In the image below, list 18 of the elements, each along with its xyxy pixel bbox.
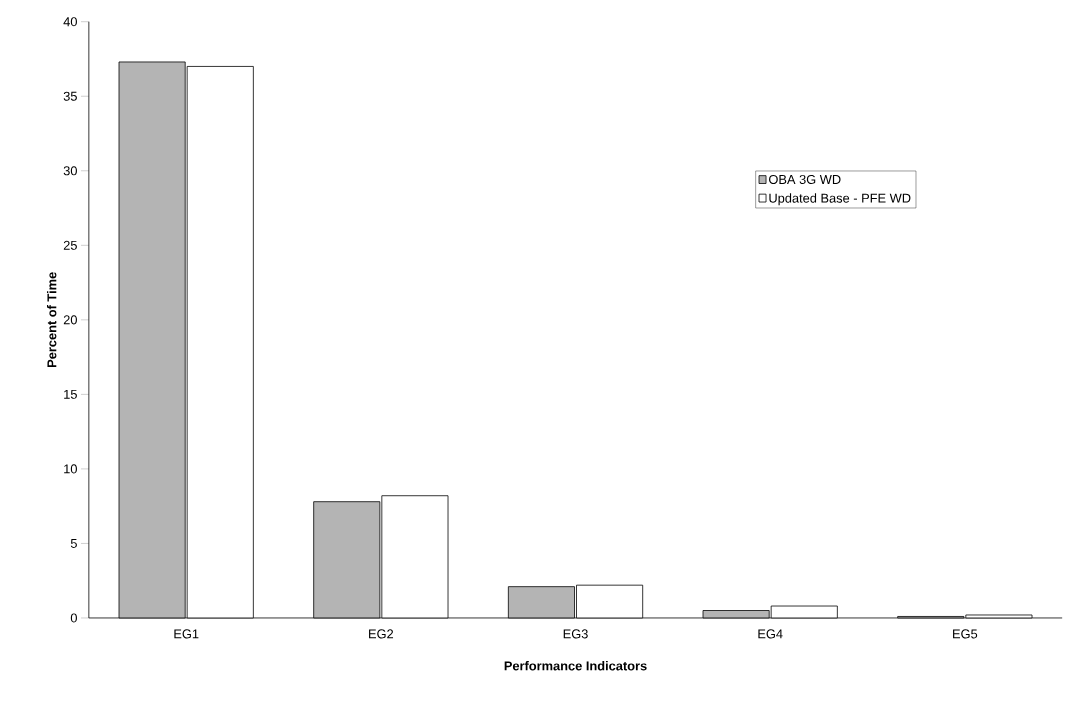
x-tick-label: EG4 xyxy=(758,629,783,639)
x-tick-label: EG3 xyxy=(563,629,588,639)
y-tick-label: 35 xyxy=(63,91,77,101)
y-tick-label: 15 xyxy=(64,389,77,399)
y-tick-label: 40 xyxy=(63,17,77,27)
y-tick-label: 20 xyxy=(63,315,77,325)
y-tick-label: 5 xyxy=(70,539,77,548)
legend-label: OBA 3G WD xyxy=(769,174,841,185)
x-tick-label: EG5 xyxy=(953,629,978,639)
x-tick-label: EG1 xyxy=(174,629,199,639)
y-tick-label: 25 xyxy=(63,240,77,250)
y-tick-label: 10 xyxy=(64,464,77,474)
x-axis-title: Performance Indicators xyxy=(504,661,647,671)
y-tick-label: 0 xyxy=(70,613,77,623)
x-tick-label: EG2 xyxy=(369,629,394,639)
y-tick-label: 30 xyxy=(63,166,77,176)
y-axis-title: Percent of Time xyxy=(46,272,57,368)
legend-label: Updated Base - PFE WD xyxy=(769,193,911,206)
